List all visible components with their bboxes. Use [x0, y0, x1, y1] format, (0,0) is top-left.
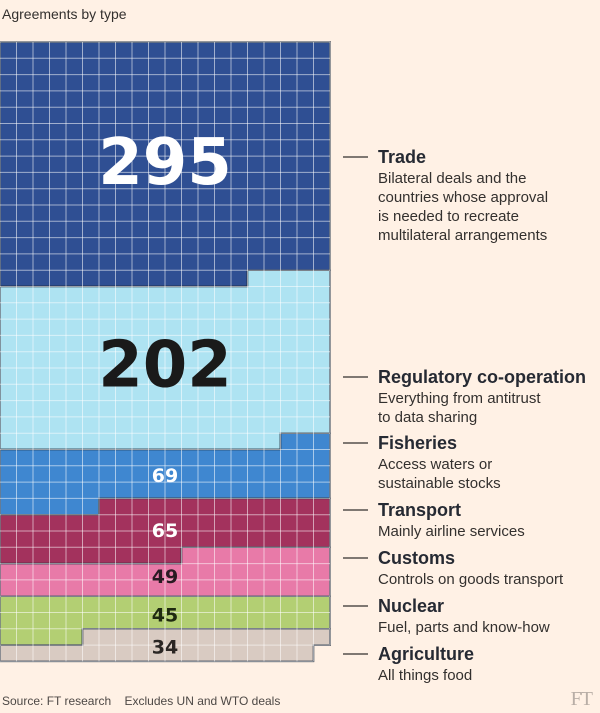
category-name-regulatory-co-operation: Regulatory co-operation [378, 367, 586, 387]
category-desc-customs: Controls on goods transport [378, 571, 564, 588]
value-label-transport: 65 [152, 520, 178, 542]
category-desc-nuclear: Fuel, parts and know-how [378, 619, 550, 636]
category-desc-transport: Mainly airline services [378, 523, 525, 540]
category-desc-trade: Bilateral deals and the [378, 170, 526, 187]
waffle-chart: 295 202 69 65 49 45 34 Trade Bilateral deals an… [0, 41, 586, 684]
category-desc-regulatory-co-operation: to data sharing [378, 409, 477, 426]
category-name-transport: Transport [378, 500, 461, 520]
chart-title: Agreements by type [2, 6, 127, 22]
category-desc-trade: is needed to recreate [378, 208, 519, 225]
category-desc-agriculture: All things food [378, 667, 472, 684]
category-desc-fisheries: sustainable stocks [378, 475, 501, 492]
exclusion-note: Excludes UN and WTO deals [124, 694, 281, 708]
footer: Source: FT research Excludes UN and WTO … [2, 694, 280, 708]
source-note: Source: FT research [2, 694, 112, 708]
value-label-nuclear: 45 [152, 605, 178, 627]
ft-logo: FT [570, 688, 593, 710]
category-desc-fisheries: Access waters or [378, 456, 492, 473]
category-name-nuclear: Nuclear [378, 596, 444, 616]
category-name-fisheries: Fisheries [378, 433, 457, 453]
category-name-customs: Customs [378, 548, 455, 568]
value-label-fisheries: 69 [152, 465, 178, 487]
category-name-trade: Trade [378, 147, 426, 167]
category-name-agriculture: Agriculture [378, 644, 474, 664]
value-label-agriculture: 34 [152, 637, 178, 659]
category-desc-trade: countries whose approval [378, 189, 548, 206]
value-label-customs: 49 [152, 566, 178, 588]
category-desc-regulatory-co-operation: Everything from antitrust [378, 390, 541, 407]
category-desc-trade: multilateral arrangements [378, 227, 547, 244]
value-label-regulatory-co-operation: 202 [98, 329, 232, 403]
value-label-trade: 295 [98, 126, 232, 200]
